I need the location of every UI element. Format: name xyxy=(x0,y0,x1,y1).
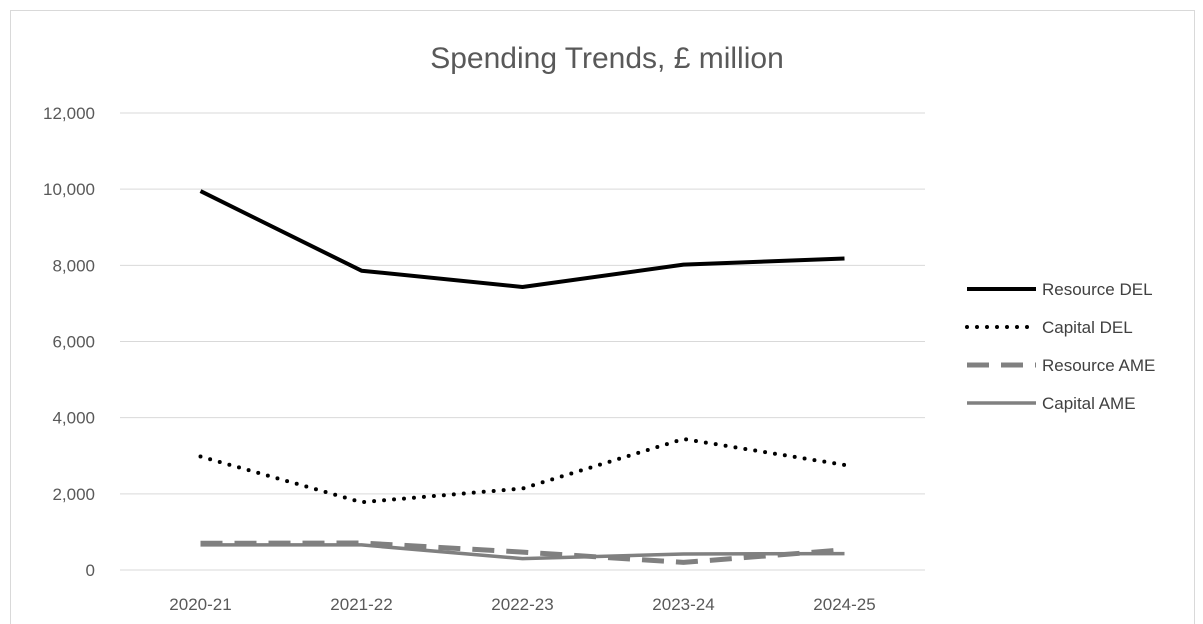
y-tick-label: 2,000 xyxy=(52,485,95,504)
x-tick-label: 2021-22 xyxy=(330,595,392,614)
y-tick-label: 6,000 xyxy=(52,333,95,352)
y-tick-label: 4,000 xyxy=(52,409,95,428)
y-tick-label: 10,000 xyxy=(43,180,95,199)
chart-title: Spending Trends, £ million xyxy=(430,42,784,75)
legend-label-capital-ame: Capital AME xyxy=(1042,394,1136,413)
gridlines xyxy=(120,112,925,571)
legend-label-resource-del: Resource DEL xyxy=(1042,280,1153,299)
legend-label-capital-del: Capital DEL xyxy=(1042,318,1133,337)
series-line-capital-del xyxy=(198,437,847,505)
y-tick-label: 12,000 xyxy=(43,104,95,123)
y-axis-ticks: 0 2,000 4,000 6,000 8,000 10,000 12,000 xyxy=(43,104,95,580)
chart-area xyxy=(10,10,1195,624)
series-line-resource-ame xyxy=(200,540,845,565)
x-tick-label: 2020-21 xyxy=(169,595,231,614)
series-line-capital-ame xyxy=(200,543,845,561)
x-axis-ticks: 2020-21 2021-22 2022-23 2023-24 2024-25 xyxy=(169,595,875,614)
y-tick-label: 0 xyxy=(86,561,95,580)
series-line-resource-del xyxy=(199,189,845,289)
legend: Resource DEL Capital DEL Resource AME Capit… xyxy=(965,280,1155,413)
series-lines xyxy=(198,189,847,565)
x-tick-label: 2023-24 xyxy=(652,595,714,614)
legend-label-resource-ame: Resource AME xyxy=(1042,356,1155,375)
y-tick-label: 8,000 xyxy=(52,256,95,275)
x-tick-label: 2024-25 xyxy=(813,595,875,614)
x-tick-label: 2022-23 xyxy=(491,595,553,614)
